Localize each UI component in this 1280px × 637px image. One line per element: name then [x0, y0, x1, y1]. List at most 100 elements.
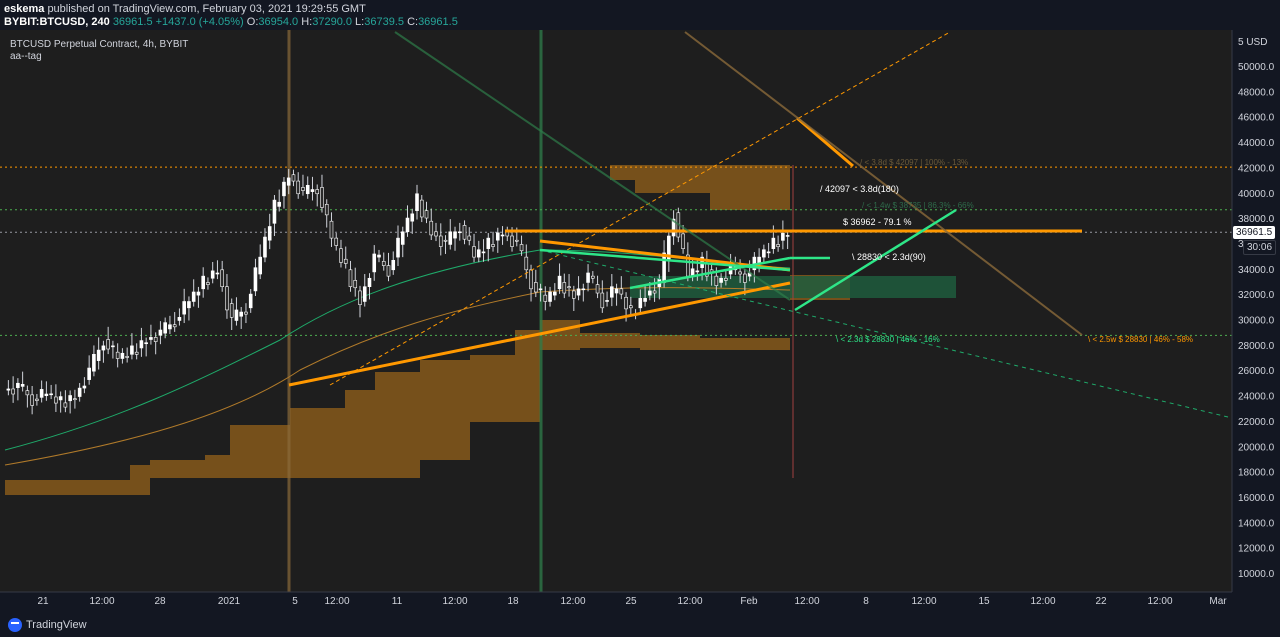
time-tick-label: 12:00 [911, 596, 936, 607]
open-label: O: [246, 16, 259, 28]
candle-body [282, 181, 286, 197]
candle-body [771, 237, 776, 249]
candle-body [643, 298, 647, 302]
candle-body [743, 273, 747, 283]
candle-body [101, 345, 106, 351]
candle-body [267, 226, 272, 241]
price-tick-label: 20000.0 [1238, 442, 1275, 453]
candle-body [6, 388, 11, 391]
candle-body [785, 235, 790, 237]
channel-line[interactable] [394, 31, 791, 301]
candle-body [258, 256, 263, 275]
candle-body [172, 324, 177, 328]
candle-body [462, 225, 467, 240]
legend-indicator[interactable]: aa--tag [10, 51, 42, 62]
cloud-segment [130, 465, 150, 495]
candle-body [500, 234, 505, 237]
author-name[interactable]: eskema [4, 3, 45, 15]
published-text: published on TradingView.com, February 0… [47, 3, 366, 15]
ascending-trendline[interactable] [288, 281, 791, 387]
candle-body [438, 235, 443, 247]
candle-body [134, 351, 139, 355]
time-tick-label: 28 [154, 596, 166, 607]
candle-body [624, 296, 628, 310]
candle-body [35, 398, 39, 401]
candle-body [125, 356, 129, 358]
time-tick-label: 8 [863, 596, 869, 607]
candle-body [400, 231, 405, 245]
price-change: 36961.5 +1437.0 (+4.05%) [112, 16, 244, 28]
price-tick-label: 14000.0 [1238, 518, 1275, 529]
candle-body [343, 258, 348, 264]
candle-body [434, 231, 438, 237]
candle-body [381, 261, 386, 266]
channel-line[interactable] [684, 31, 1083, 336]
cloud-segment [710, 165, 790, 210]
candle-body [415, 193, 419, 211]
candle-body [25, 390, 30, 396]
green-projection-line[interactable] [794, 208, 957, 312]
green-wedge-upper[interactable] [629, 256, 791, 290]
cloud-segment [580, 333, 640, 348]
price-tick-label: 30000.0 [1238, 316, 1275, 327]
candle-body [324, 204, 329, 216]
candle-body [524, 256, 529, 271]
price-tick-label: 34000.0 [1238, 265, 1275, 276]
candle-body [210, 270, 215, 279]
candle-body [529, 269, 533, 290]
cloud-segment [610, 165, 635, 180]
cloud-segment [640, 335, 700, 350]
candle-body [191, 291, 196, 302]
candle-body [153, 337, 158, 342]
candle-body [405, 217, 410, 233]
green-wedge-lower[interactable] [539, 248, 791, 272]
green-dashed-line[interactable] [539, 249, 1233, 419]
candle-body [301, 187, 305, 191]
high-label: H: [301, 16, 313, 28]
candle-body [339, 248, 343, 263]
current-price-tag: 36961.5 [1233, 226, 1276, 239]
candle-body [548, 291, 552, 302]
time-axis[interactable]: 21 12:00 28 2021 5 12:00 11 12:00 18 12:00 25 12:00… [37, 596, 1227, 607]
candle-body [781, 232, 785, 241]
candle-body [73, 398, 77, 401]
candle-body [115, 351, 120, 359]
candle-body [424, 210, 429, 219]
candle-body [567, 286, 571, 289]
candle-body [158, 329, 163, 336]
candle-body [443, 239, 448, 242]
candle-body [605, 300, 609, 302]
level-label-36962: $ 36962 - 79.1 % [843, 217, 912, 227]
cloud-segment [290, 408, 345, 478]
low-label: L: [355, 16, 365, 28]
candle-body [139, 340, 144, 349]
countdown-tag: 30:06 [1243, 240, 1277, 255]
trend-drawings[interactable] [288, 31, 1233, 419]
price-tick-label: 16000.0 [1238, 493, 1275, 504]
candle-body [776, 244, 780, 248]
candle-body [562, 282, 567, 294]
candle-body [77, 387, 82, 397]
candle-body [629, 305, 633, 309]
time-tick-label: 2021 [218, 596, 241, 607]
projection-line[interactable] [796, 116, 854, 168]
candle-body [396, 237, 400, 258]
price-tick-label: 5 USD [1238, 37, 1267, 48]
level-label-28830: \ 28830 < 2.3d(90) [852, 252, 926, 262]
tradingview-brand[interactable]: TradingView [8, 618, 87, 632]
candle-body [177, 317, 182, 321]
cloud-segment [635, 165, 710, 193]
symbol-interval[interactable]: BYBIT:BTCUSD, 240 [4, 16, 110, 28]
candle-body [472, 246, 476, 258]
time-tick-label: 18 [507, 596, 519, 607]
candle-body [662, 252, 666, 283]
time-tick-label: 12:00 [442, 596, 467, 607]
candle-body [220, 269, 224, 287]
time-tick-label: 12:00 [677, 596, 702, 607]
price-axis[interactable]: 5 USD 50000.0 48000.0 46000.0 44000.0 42000.0… [1238, 37, 1275, 580]
candle-body [30, 394, 34, 406]
candle-body [353, 280, 358, 289]
candle-body [182, 301, 186, 315]
price-tick-label: 24000.0 [1238, 392, 1275, 403]
